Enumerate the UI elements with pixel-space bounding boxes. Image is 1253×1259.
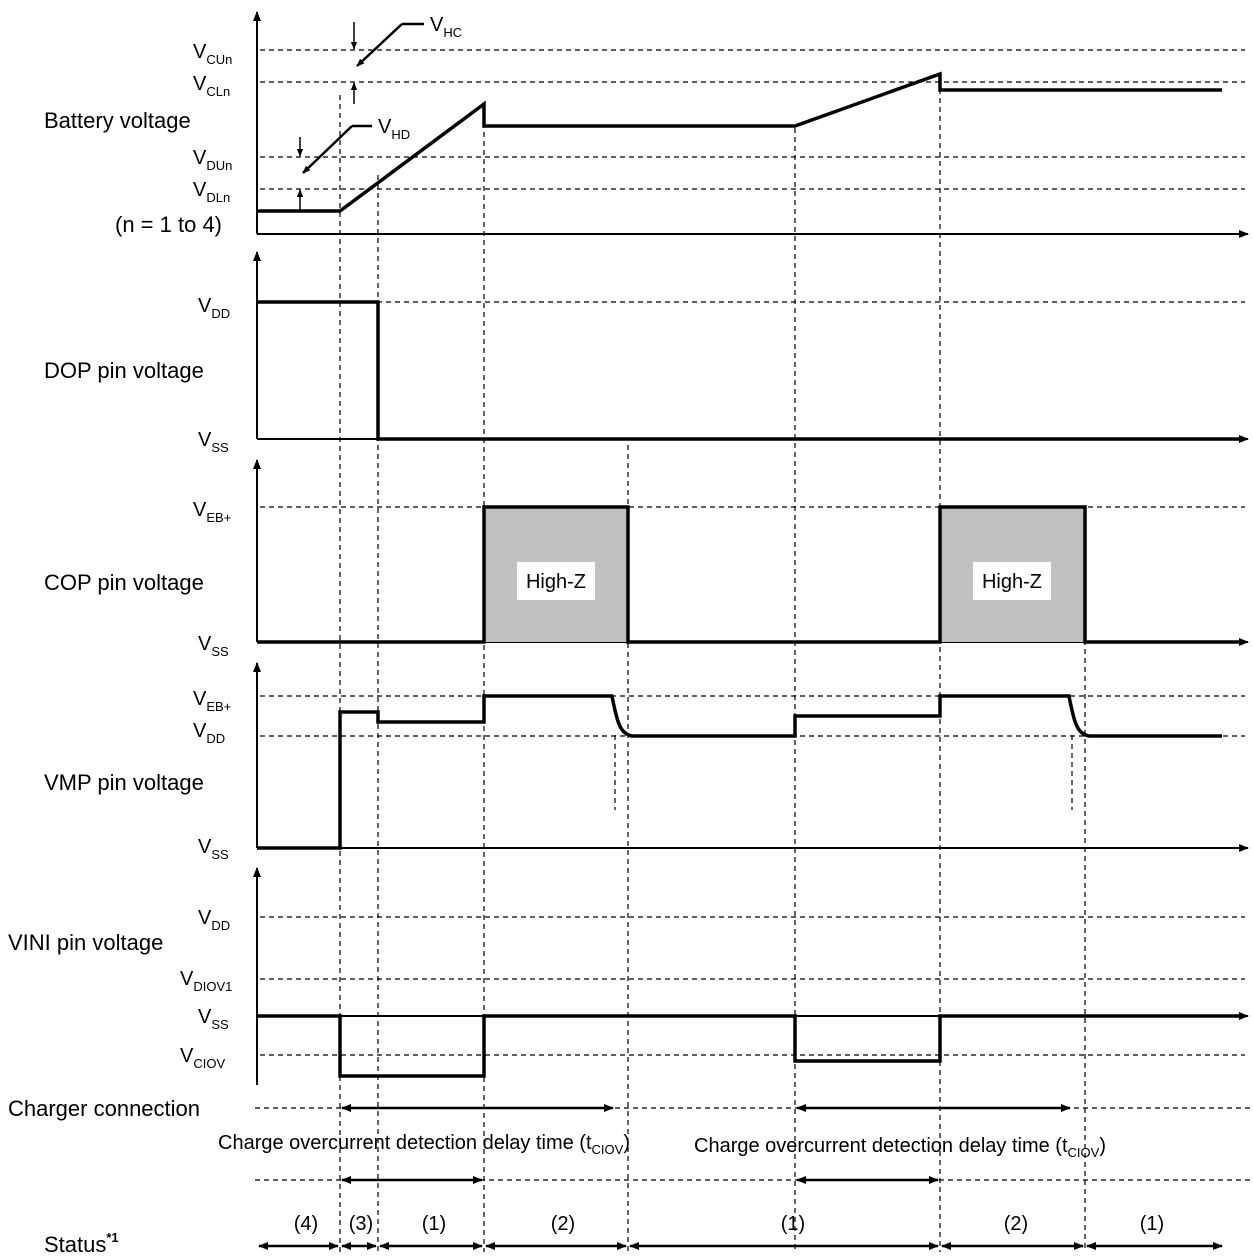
- battery-voltage-panel: VCUn VCLn Battery voltage VDUn VDLn (n =…: [44, 11, 1249, 238]
- vini-voltage-panel: VDD VINI pin voltage VDIOV1 VSS VCIOV: [8, 867, 1249, 1085]
- battery-n-note: (n = 1 to 4): [115, 212, 222, 237]
- level-veb: VEB+: [193, 688, 231, 714]
- vini-voltage-label: VINI pin voltage: [8, 930, 163, 955]
- level-vdd: VDD: [198, 907, 230, 933]
- cop-voltage-label: COP pin voltage: [44, 570, 204, 595]
- status-segment: (4): [294, 1213, 318, 1235]
- vmp-voltage-trace: [257, 694, 1222, 850]
- highz-label: High-Z: [982, 571, 1042, 593]
- status-label: Status*1: [44, 1230, 119, 1257]
- status-segment: (2): [551, 1213, 575, 1235]
- level-veb: VEB+: [193, 499, 231, 525]
- level-vciov: VCIOV: [180, 1045, 225, 1071]
- status-segment: (2): [1004, 1213, 1028, 1235]
- level-vss: VSS: [198, 1006, 229, 1032]
- vmp-voltage-panel: VEB+ VDD VMP pin voltage VSS: [44, 662, 1249, 862]
- status-segment: (1): [781, 1213, 805, 1235]
- status-segment: (1): [1140, 1213, 1164, 1235]
- status-segment: (3): [349, 1213, 373, 1235]
- level-vss: VSS: [198, 633, 229, 659]
- battery-voltage-label: Battery voltage: [44, 108, 191, 133]
- highz-label: High-Z: [526, 571, 586, 593]
- svg-text:VHD: VHD: [378, 116, 410, 142]
- status-segment: (1): [422, 1213, 446, 1235]
- vhc-callout: VHC: [350, 14, 462, 104]
- vini-voltage-trace: [257, 1014, 1240, 1078]
- level-vdd: VDD: [198, 295, 230, 321]
- level-vdiov1: VDIOV1: [180, 968, 232, 994]
- battery-voltage-trace: [257, 71, 1222, 213]
- level-vss: VSS: [198, 836, 229, 862]
- level-vdln: VDLn: [193, 179, 230, 205]
- cop-voltage-panel: High-Z High-Z VEB+ COP pin voltage VSS: [44, 459, 1249, 659]
- charger-connection-label: Charger connection: [8, 1096, 200, 1121]
- level-vcln: VCLn: [193, 73, 230, 99]
- vmp-voltage-label: VMP pin voltage: [44, 770, 204, 795]
- svg-text:VHC: VHC: [430, 14, 462, 40]
- level-vcun: VCUn: [193, 41, 232, 67]
- dop-voltage-panel: VDD DOP pin voltage VSS: [44, 251, 1249, 455]
- dop-voltage-trace: [257, 300, 1240, 441]
- level-vss: VSS: [198, 429, 229, 455]
- delay-time-label: Charge overcurrent detection delay time …: [694, 1135, 1106, 1160]
- dop-voltage-label: DOP pin voltage: [44, 358, 204, 383]
- cop-voltage-trace: [257, 505, 1240, 644]
- level-vdun: VDUn: [193, 147, 232, 173]
- level-vdd: VDD: [193, 720, 225, 746]
- status-row: Status*1 (4) (3) (1) (2) (1) (2) (1): [44, 1213, 1223, 1257]
- vhd-callout: VHD: [296, 116, 410, 211]
- delay-time-label: Charge overcurrent detection delay time …: [218, 1132, 630, 1157]
- charger-connection-row: Charger connection Charge overcurrent de…: [8, 1096, 1250, 1184]
